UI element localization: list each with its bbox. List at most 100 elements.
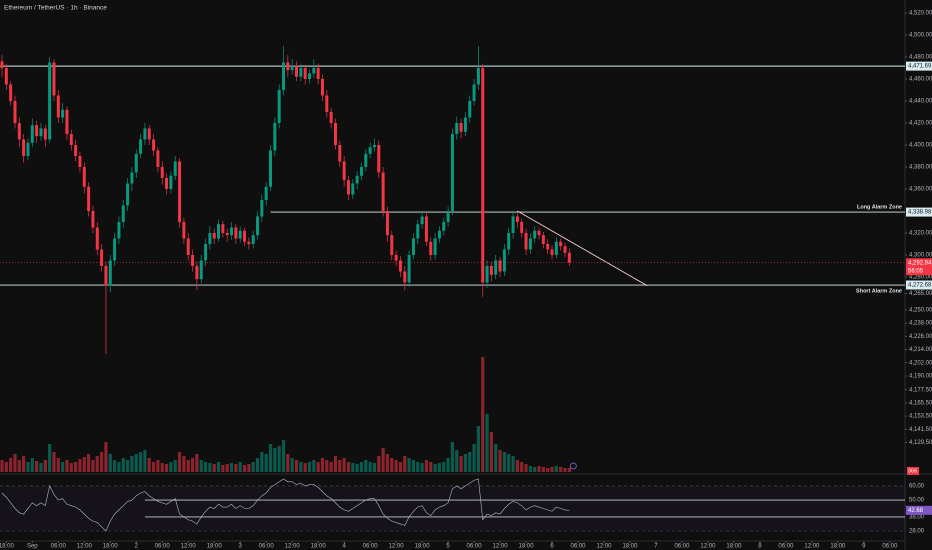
candle-body	[385, 210, 389, 236]
candle-body	[156, 150, 160, 167]
candle-body	[459, 122, 463, 132]
volume-bar	[234, 464, 238, 472]
rsi-tick-label: 60.00	[909, 484, 925, 490]
candle-body	[152, 139, 156, 151]
y-tick-label: 4,202.00	[909, 360, 932, 366]
candle-body	[191, 254, 195, 266]
volume-bar	[216, 462, 221, 472]
candle-body	[30, 125, 34, 143]
volume-bar	[485, 414, 489, 472]
candle-body	[424, 216, 428, 242]
candle-body	[26, 142, 30, 156]
candle-body	[208, 232, 212, 244]
volume-bar	[108, 454, 112, 472]
x-tick-label: 18:00	[207, 544, 223, 550]
volume-bar	[13, 454, 17, 472]
candle-body	[243, 230, 247, 242]
candle-body	[398, 260, 402, 272]
volume-bar	[17, 460, 21, 472]
candle-body	[199, 260, 203, 280]
candle-body	[264, 186, 268, 200]
x-tick-label: 5	[446, 544, 450, 550]
candle-body	[43, 128, 47, 140]
volume-bar	[520, 462, 524, 472]
candle-body	[130, 172, 134, 184]
candle-body	[411, 238, 415, 255]
x-tick-label: 06:00	[51, 544, 67, 550]
volume-bar	[307, 462, 312, 472]
x-tick-label: 12:00	[77, 544, 93, 550]
candle-body	[78, 155, 82, 167]
candle-body	[507, 232, 511, 250]
x-tick-label: 18:00	[415, 544, 431, 550]
volume-bar	[208, 463, 212, 472]
volume-bar	[338, 460, 342, 472]
volume-bar	[221, 465, 225, 472]
volume-bar	[22, 456, 26, 472]
candle-body	[463, 117, 467, 132]
volume-bar	[143, 450, 147, 472]
y-tick-label: 4,238.00	[909, 321, 932, 327]
candle-body	[338, 144, 342, 162]
last-price-label: 4,292.94	[908, 260, 932, 266]
candle-body	[489, 265, 493, 275]
volume-bar	[359, 462, 364, 472]
candle-body	[541, 235, 545, 244]
volume-bar	[550, 467, 554, 472]
x-tick-label: 18:00	[0, 544, 14, 550]
volume-bar	[494, 444, 498, 472]
price-tag	[906, 280, 932, 290]
candle-body	[299, 67, 303, 77]
volume-bar	[273, 448, 277, 472]
x-tick-label: 18:00	[519, 544, 535, 550]
x-tick-label: 9	[862, 544, 866, 550]
volume-bar	[320, 458, 325, 472]
volume-bar	[160, 463, 164, 472]
volume-bar	[515, 460, 519, 472]
y-tick-label: 4,280.00	[909, 275, 932, 281]
volume-bar	[190, 458, 195, 472]
candle-body	[69, 133, 73, 145]
volume-bar	[255, 458, 260, 472]
volume-bar	[450, 442, 455, 472]
candle-body	[104, 265, 108, 286]
volume-bar	[195, 454, 199, 472]
volume-bar	[82, 457, 86, 472]
candle-body	[437, 230, 441, 239]
candle-body	[554, 241, 558, 255]
candle-body	[433, 238, 437, 255]
y-tick-label: 4,300.00	[909, 253, 932, 259]
volume-bar	[138, 452, 143, 472]
volume-bar	[455, 450, 459, 472]
candle-body	[329, 111, 333, 123]
y-tick-label: 4,190.00	[909, 374, 932, 380]
y-tick-label: 4,214.00	[909, 347, 932, 353]
x-tick-label: 2	[135, 544, 139, 550]
volume-bar	[325, 460, 329, 472]
candle-body	[533, 230, 537, 239]
candle-body	[91, 210, 95, 228]
volume-bar	[286, 454, 290, 472]
price-tag-label: 4,338.98	[908, 210, 932, 216]
volume-bar	[65, 460, 69, 472]
volume-bar	[35, 461, 39, 472]
volume-bar	[199, 460, 203, 472]
volume-bar	[459, 456, 463, 472]
candle-body	[204, 243, 208, 261]
x-tick-label: 06:00	[259, 544, 275, 550]
candle-body	[169, 175, 173, 189]
x-tick-label: 12:00	[804, 544, 820, 550]
x-tick-label: 06:00	[467, 544, 483, 550]
candle-body	[442, 221, 446, 231]
candle-body	[277, 89, 281, 123]
y-tick-label: 4,460.00	[909, 77, 932, 83]
candle-body	[35, 125, 39, 137]
candle-body	[173, 161, 177, 176]
candle-body	[320, 78, 324, 96]
volume-bar	[394, 460, 398, 472]
candle-body	[377, 144, 381, 173]
candle-body	[511, 216, 515, 233]
y-tick-label: 4,320.00	[909, 231, 932, 237]
price-tag	[906, 207, 932, 217]
